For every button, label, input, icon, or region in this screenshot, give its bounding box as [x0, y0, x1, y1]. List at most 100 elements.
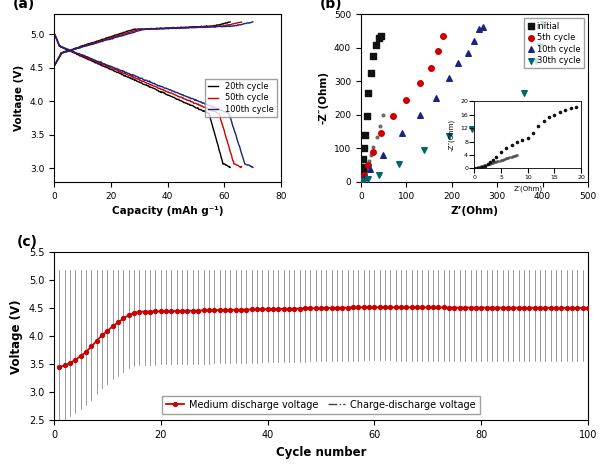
Point	[364, 157, 374, 165]
30th cycle	[363, 175, 373, 183]
100th cycle	[172, 25, 179, 31]
initial	[376, 32, 386, 40]
30th cycle	[358, 177, 368, 184]
Legend: Medium discharge voltage, Charge-discharge voltage: Medium discharge voltage, Charge-dischar…	[163, 396, 479, 414]
Y-axis label: Voltage (V): Voltage (V)	[14, 65, 25, 131]
5th cycle	[357, 177, 367, 184]
Y-axis label: Voltage (V): Voltage (V)	[10, 299, 23, 374]
Line: 50th cycle: 50th cycle	[54, 22, 241, 66]
30th cycle	[374, 171, 384, 178]
10th cycle	[470, 37, 479, 45]
Medium discharge voltage	[179, 308, 186, 314]
Point	[359, 175, 368, 182]
30th cycle	[357, 178, 367, 185]
initial	[357, 176, 367, 184]
50th cycle	[51, 63, 58, 68]
10th cycle	[445, 74, 454, 82]
Point	[372, 133, 382, 140]
Point	[361, 169, 370, 177]
30th cycle	[395, 161, 404, 168]
30th cycle	[535, 42, 545, 50]
Point	[361, 166, 371, 174]
Point	[359, 173, 369, 181]
50th cycle	[165, 26, 172, 31]
10th cycle	[431, 94, 440, 102]
initial	[366, 69, 376, 77]
Medium discharge voltage	[328, 305, 335, 311]
Medium discharge voltage	[584, 305, 592, 311]
10th cycle	[415, 111, 425, 119]
5th cycle	[388, 113, 397, 120]
initial	[361, 131, 370, 139]
Point	[366, 151, 376, 159]
5th cycle	[376, 129, 386, 137]
Point	[358, 176, 368, 183]
X-axis label: Cycle number: Cycle number	[276, 446, 366, 459]
Medium discharge voltage	[56, 364, 63, 370]
initial	[368, 52, 378, 60]
5th cycle	[401, 96, 411, 103]
Line: 100th cycle: 100th cycle	[54, 22, 253, 66]
5th cycle	[363, 162, 373, 169]
30th cycle	[520, 89, 529, 97]
100th cycle	[218, 24, 225, 29]
10th cycle	[474, 25, 484, 33]
initial	[374, 35, 384, 42]
initial	[358, 163, 368, 170]
30th cycle	[531, 57, 541, 65]
initial	[371, 41, 381, 49]
Point	[359, 172, 369, 180]
Point	[356, 178, 365, 186]
30th cycle	[419, 146, 429, 154]
initial	[362, 113, 371, 120]
100th cycle	[51, 63, 58, 68]
10th cycle	[397, 129, 406, 137]
50th cycle	[161, 26, 169, 31]
Medium discharge voltage	[360, 304, 367, 310]
30th cycle	[467, 125, 477, 133]
X-axis label: Z’(Ohm): Z’(Ohm)	[451, 206, 499, 216]
initial	[358, 173, 367, 181]
10th cycle	[379, 151, 388, 159]
5th cycle	[358, 175, 367, 182]
100th cycle	[169, 26, 176, 31]
50th cycle	[162, 25, 169, 31]
5th cycle	[368, 148, 378, 156]
Line: Medium discharge voltage: Medium discharge voltage	[58, 305, 590, 369]
Point	[357, 177, 367, 185]
Medium discharge voltage	[547, 305, 554, 311]
Text: (b): (b)	[320, 0, 343, 11]
30th cycle	[538, 21, 547, 28]
30th cycle	[445, 132, 454, 139]
10th cycle	[463, 49, 472, 57]
5th cycle	[438, 32, 448, 40]
Point	[360, 171, 370, 178]
10th cycle	[365, 165, 374, 173]
100th cycle	[168, 26, 175, 31]
Medium discharge voltage	[376, 304, 383, 310]
50th cycle	[50, 64, 58, 69]
X-axis label: Capacity (mAh g⁻¹): Capacity (mAh g⁻¹)	[112, 206, 223, 216]
20th cycle	[210, 23, 217, 29]
100th cycle	[230, 23, 238, 29]
50th cycle	[238, 19, 245, 25]
Medium discharge voltage	[157, 309, 164, 314]
5th cycle	[415, 79, 425, 86]
Point	[368, 143, 378, 150]
Point	[358, 176, 367, 184]
10th cycle	[358, 177, 367, 184]
20th cycle	[50, 64, 58, 70]
initial	[358, 169, 367, 176]
100th cycle	[50, 64, 58, 69]
Point	[363, 163, 373, 170]
Y-axis label: -Z″(Ohm): -Z″(Ohm)	[318, 71, 328, 124]
10th cycle	[359, 173, 369, 181]
Point	[375, 123, 385, 130]
10th cycle	[454, 59, 463, 66]
20th cycle	[227, 19, 234, 25]
20th cycle	[51, 62, 58, 68]
5th cycle	[433, 47, 443, 55]
initial	[356, 177, 366, 185]
30th cycle	[503, 109, 513, 117]
10th cycle	[479, 23, 488, 30]
